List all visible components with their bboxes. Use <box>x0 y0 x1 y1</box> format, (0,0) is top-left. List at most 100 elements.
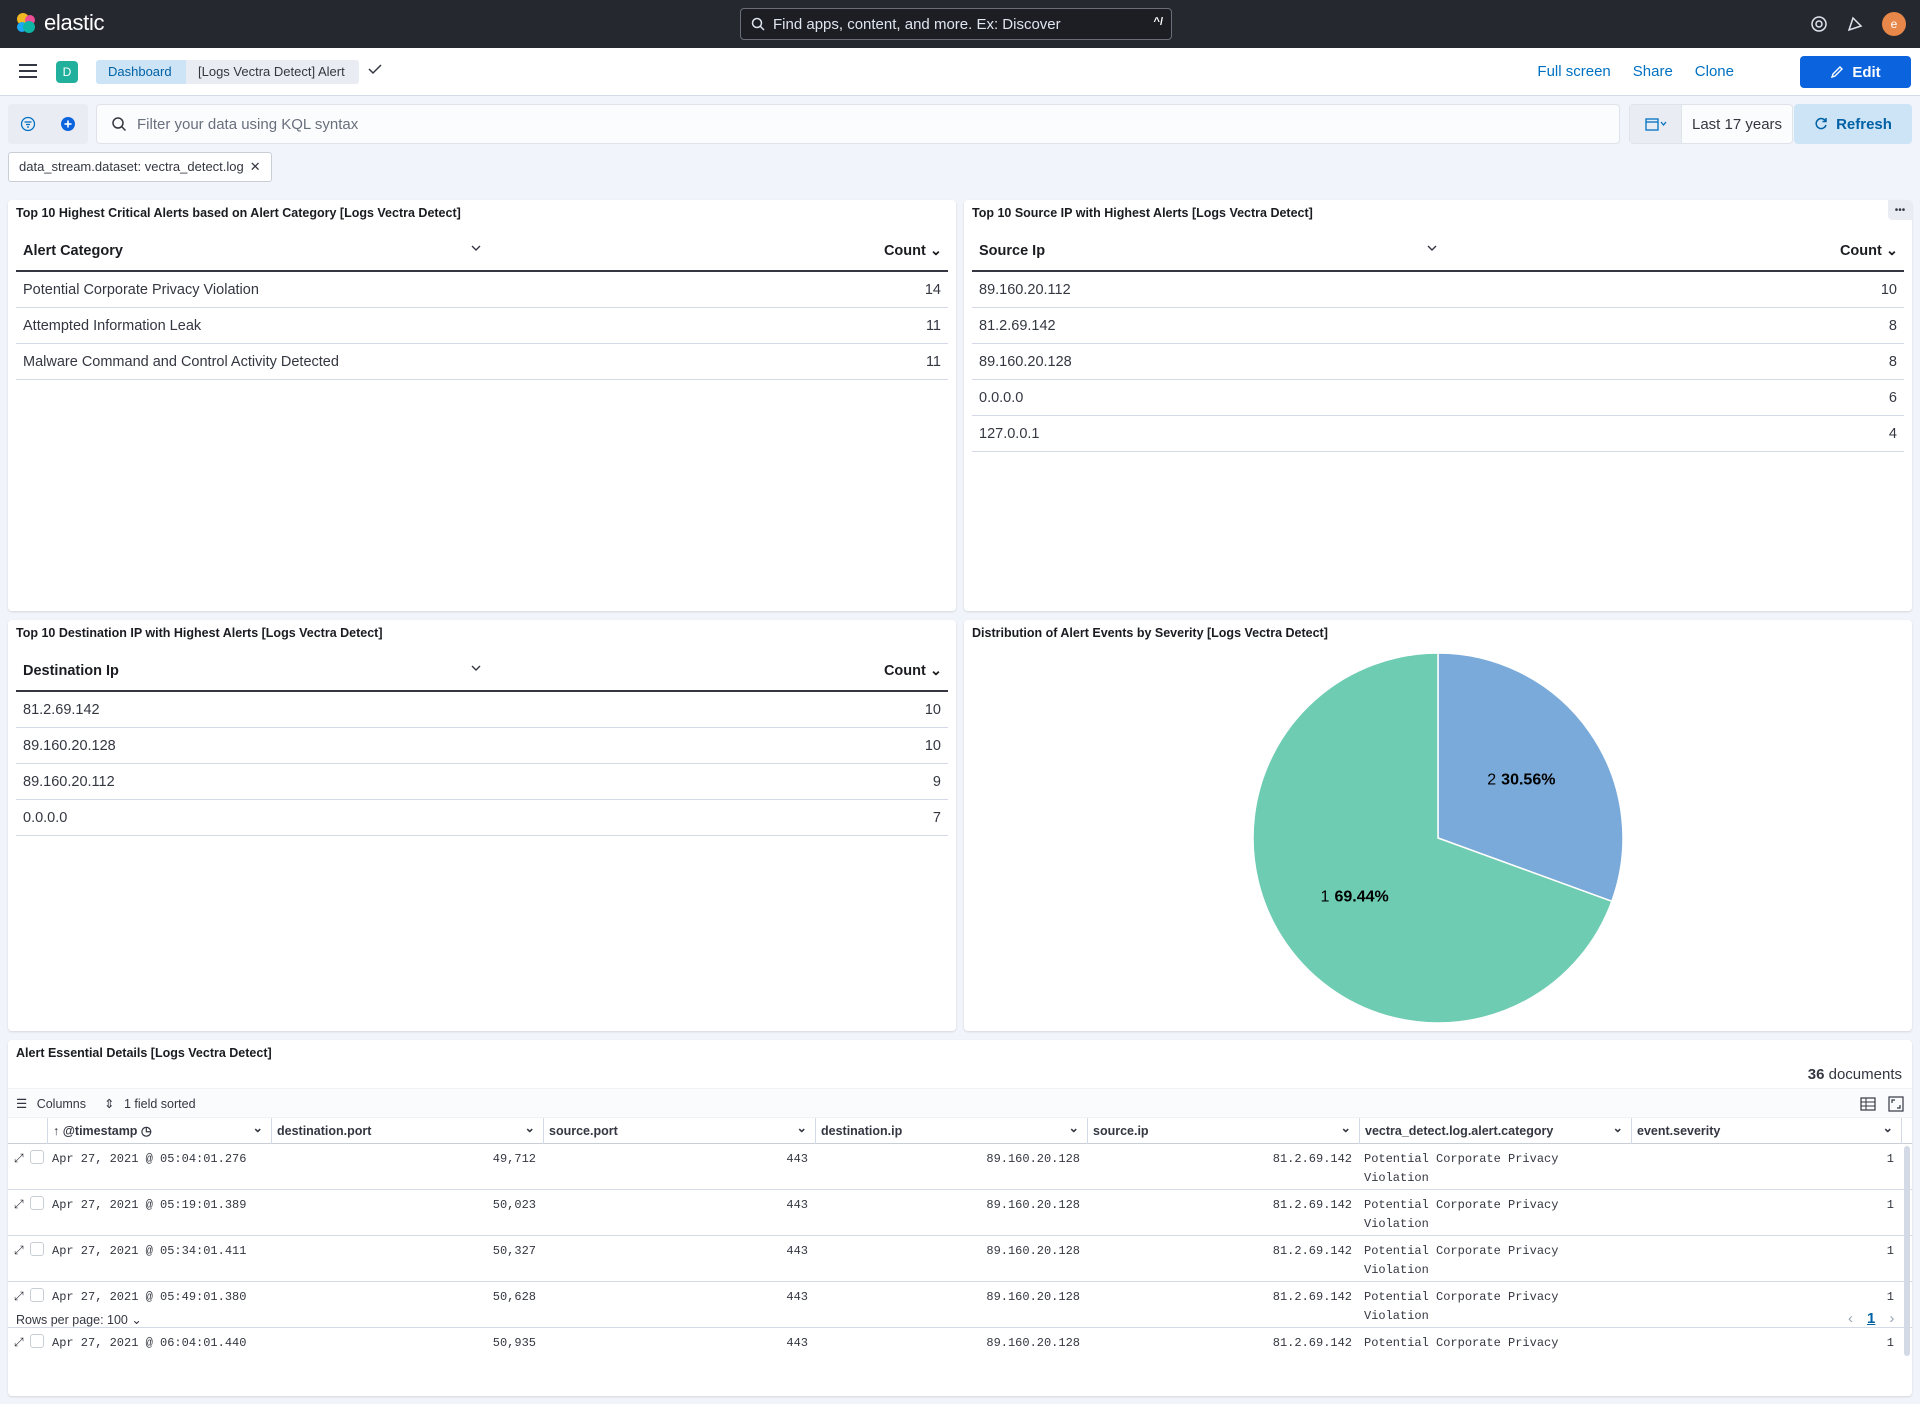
remove-filter-icon[interactable]: ✕ <box>249 159 261 174</box>
column-header-destination-ip[interactable]: Destination Ip <box>23 663 119 679</box>
column-header-event-severity[interactable]: event.severity ⌄ <box>1632 1118 1902 1144</box>
menu-icon[interactable] <box>19 64 37 78</box>
row-density-icon[interactable] <box>1860 1096 1876 1112</box>
expand-row-icon[interactable]: ⤢ <box>14 1152 24 1166</box>
share-link[interactable]: Share <box>1632 63 1673 80</box>
table-row[interactable]: ⤢ Apr 27, 2021 @ 05:34:01.411 50,327 443 89.… <box>8 1236 1912 1282</box>
column-header-count[interactable]: Count ⌄ <box>883 243 942 259</box>
clone-link[interactable]: Clone <box>1694 63 1734 80</box>
chevron-down-icon[interactable] <box>470 662 482 674</box>
table-row[interactable]: Attempted Information Leak 11 <box>16 308 948 344</box>
help-icon[interactable] <box>1810 15 1828 33</box>
prev-page-icon[interactable]: ‹ <box>1848 1310 1853 1327</box>
table-row[interactable]: ⤢ Apr 27, 2021 @ 05:49:01.380 50,628 443 89.… <box>8 1282 1912 1328</box>
row-label[interactable]: 0.0.0.0 <box>23 809 68 826</box>
chevron-down-icon[interactable] <box>470 242 482 254</box>
cell-source-ip: 81.2.69.142 <box>1272 1336 1352 1350</box>
panel-options-icon[interactable]: ••• <box>1888 200 1912 220</box>
columns-button[interactable]: ☰ Columns <box>16 1097 87 1111</box>
column-header-destination-port[interactable]: destination.port ⌄ <box>272 1118 544 1144</box>
cell-timestamp: Apr 27, 2021 @ 05:34:01.411 <box>52 1244 247 1258</box>
table-row[interactable]: 81.2.69.142 10 <box>16 692 948 728</box>
table-row[interactable]: Potential Corporate Privacy Violation 14 <box>16 272 948 308</box>
row-label[interactable]: 0.0.0.0 <box>979 389 1024 406</box>
pie-slice-severity-2[interactable] <box>1437 652 1624 903</box>
column-header-label: destination.port <box>277 1124 372 1138</box>
chevron-down-icon[interactable] <box>1426 242 1438 254</box>
table-row[interactable]: ⤢ Apr 27, 2021 @ 05:19:01.389 50,023 443 89.… <box>8 1190 1912 1236</box>
table-row[interactable]: ⤢ Apr 27, 2021 @ 06:04:01.440 50,935 443 89.… <box>8 1328 1912 1356</box>
expand-row-icon[interactable]: ⤢ <box>14 1336 24 1350</box>
table-row[interactable]: ⤢ Apr 27, 2021 @ 05:04:01.276 49,712 443 89.… <box>8 1144 1912 1190</box>
chevron-down-icon[interactable]: ⌄ <box>1340 1121 1351 1135</box>
sort-button[interactable]: ⇕ 1 field sorted <box>104 1097 196 1111</box>
table-row[interactable]: 89.160.20.112 9 <box>16 764 948 800</box>
table-row[interactable]: 89.160.20.128 8 <box>972 344 1904 380</box>
chevron-down-icon[interactable]: ⌄ <box>796 1121 807 1135</box>
row-label[interactable]: 81.2.69.142 <box>23 701 100 718</box>
chevron-down-icon[interactable]: ⌄ <box>1068 1121 1079 1135</box>
column-header-source-port[interactable]: source.port ⌄ <box>544 1118 816 1144</box>
column-header-destination-ip[interactable]: destination.ip ⌄ <box>816 1118 1088 1144</box>
expand-row-icon[interactable]: ⤢ <box>14 1244 24 1258</box>
table-row[interactable]: 127.0.0.1 4 <box>972 416 1904 452</box>
saved-queries-button[interactable] <box>8 104 48 144</box>
row-label[interactable]: 81.2.69.142 <box>979 317 1056 334</box>
rows-per-page-button[interactable]: Rows per page: 100 ⌄ <box>16 1313 142 1327</box>
global-search-input[interactable]: Find apps, content, and more. Ex: Discov… <box>740 8 1172 40</box>
sort-asc-icon[interactable]: ↑ <box>53 1124 63 1138</box>
chevron-down-icon[interactable]: ⌄ <box>524 1121 535 1135</box>
space-badge[interactable]: D <box>56 61 78 83</box>
row-label[interactable]: 127.0.0.1 <box>979 425 1040 442</box>
row-label[interactable]: 89.160.20.128 <box>23 737 116 754</box>
table-row[interactable]: 89.160.20.128 10 <box>16 728 948 764</box>
column-header-alert-category[interactable]: vectra_detect.log.alert.category ⌄ <box>1360 1118 1632 1144</box>
refresh-button[interactable]: Refresh <box>1794 104 1912 144</box>
table-row[interactable]: Malware Command and Control Activity Det… <box>16 344 948 380</box>
column-header-count[interactable]: Count ⌄ <box>883 663 942 679</box>
row-checkbox[interactable] <box>30 1242 44 1256</box>
next-page-icon[interactable]: › <box>1889 1310 1895 1327</box>
column-header-count[interactable]: Count ⌄ <box>1839 243 1898 259</box>
breadcrumb-dashboard[interactable]: Dashboard <box>96 60 190 84</box>
column-header-timestamp[interactable]: ↑ @timestamp ◷ ⌄ <box>48 1118 272 1144</box>
quick-select-button[interactable] <box>1630 105 1682 143</box>
row-label[interactable]: Potential Corporate Privacy Violation <box>23 281 259 298</box>
column-header-source-ip[interactable]: source.ip ⌄ <box>1088 1118 1360 1144</box>
table-row[interactable]: 0.0.0.0 7 <box>16 800 948 836</box>
row-checkbox[interactable] <box>30 1288 44 1302</box>
chevron-down-icon[interactable]: ⌄ <box>1612 1121 1623 1135</box>
add-filter-button[interactable] <box>48 104 88 144</box>
newsfeed-icon[interactable] <box>1846 15 1864 33</box>
time-range-label[interactable]: Last 17 years <box>1692 115 1783 133</box>
column-header-source-ip[interactable]: Source Ip <box>979 243 1046 259</box>
date-picker[interactable]: Last 17 years <box>1629 104 1793 144</box>
cell-destination-port: 50,327 <box>492 1244 536 1258</box>
filter-pill[interactable]: data_stream.dataset: vectra_detect.log ✕ <box>8 152 272 182</box>
page-number[interactable]: 1 <box>1867 1310 1876 1327</box>
fullscreen-icon[interactable] <box>1888 1096 1904 1112</box>
row-checkbox[interactable] <box>30 1334 44 1348</box>
table-row[interactable]: 81.2.69.142 8 <box>972 308 1904 344</box>
row-label[interactable]: 89.160.20.112 <box>979 281 1071 298</box>
expand-row-icon[interactable]: ⤢ <box>14 1290 24 1304</box>
chevron-down-icon[interactable]: ⌄ <box>252 1121 263 1135</box>
scrollbar[interactable] <box>1904 1146 1910 1356</box>
row-label[interactable]: Attempted Information Leak <box>23 317 202 334</box>
chevron-down-icon[interactable]: ⌄ <box>1882 1121 1893 1135</box>
row-checkbox[interactable] <box>30 1150 44 1164</box>
edit-button[interactable]: Edit <box>1800 56 1911 88</box>
row-checkbox[interactable] <box>30 1196 44 1210</box>
row-label[interactable]: Malware Command and Control Activity Det… <box>23 353 339 370</box>
full-screen-link[interactable]: Full screen <box>1537 63 1611 80</box>
user-avatar[interactable]: e <box>1882 12 1906 36</box>
pie-slice-severity-1[interactable] <box>1252 652 1613 1024</box>
table-row[interactable]: 0.0.0.0 6 <box>972 380 1904 416</box>
row-label[interactable]: 89.160.20.128 <box>979 353 1072 370</box>
column-header-alert-category[interactable]: Alert Category <box>23 243 123 259</box>
table-row[interactable]: 89.160.20.112 10 <box>972 272 1904 308</box>
expand-row-icon[interactable]: ⤢ <box>14 1198 24 1212</box>
elastic-logo[interactable]: elastic <box>14 10 105 36</box>
kql-search-input[interactable]: Filter your data using KQL syntax <box>96 104 1620 144</box>
row-label[interactable]: 89.160.20.112 <box>23 773 115 790</box>
